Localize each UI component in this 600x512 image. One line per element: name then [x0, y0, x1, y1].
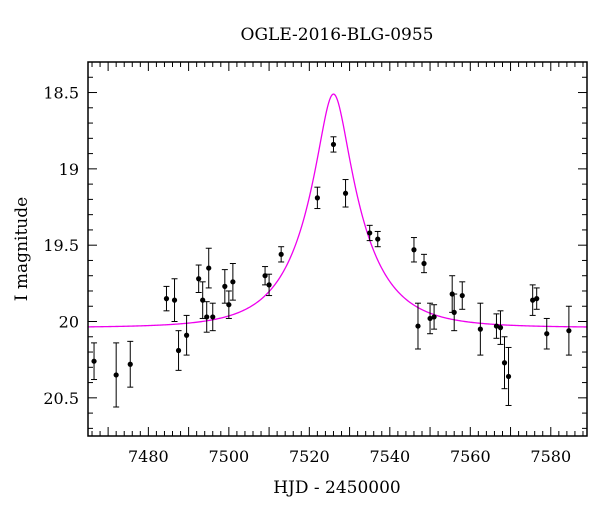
x-tick-label: 7480 [128, 447, 169, 466]
data-point [410, 237, 417, 263]
data-point [459, 281, 466, 310]
y-tick-label: 20 [59, 313, 79, 332]
point-marker [330, 141, 337, 148]
data-point [505, 346, 512, 406]
point-marker [505, 373, 512, 380]
point-marker [266, 282, 272, 288]
point-marker [183, 332, 190, 338]
data-point [278, 246, 285, 263]
data-point [565, 305, 572, 356]
point-marker [230, 279, 236, 285]
data-point [533, 287, 540, 310]
data-point [314, 186, 321, 210]
data-point [262, 266, 269, 286]
data-point [342, 179, 349, 208]
y-axis-label: I magnitude [12, 197, 32, 301]
point-marker [493, 323, 500, 329]
point-marker [367, 230, 373, 236]
point-marker [431, 314, 437, 320]
data-point [414, 302, 421, 350]
y-tick-label: 20.5 [43, 389, 79, 408]
data-point [366, 224, 373, 242]
x-tick-label: 7520 [289, 447, 330, 466]
data-points-layer [91, 136, 572, 408]
data-point [477, 302, 484, 356]
model-curve-layer [87, 93, 588, 328]
data-point [330, 136, 337, 153]
data-point [451, 293, 458, 332]
data-point [209, 302, 216, 332]
point-marker [534, 296, 540, 302]
point-marker [530, 297, 536, 303]
point-marker [314, 195, 320, 201]
data-point [221, 269, 228, 304]
chart-title: OGLE-2016-BLG-0955 [241, 25, 434, 45]
data-point [225, 290, 232, 319]
data-point [374, 230, 381, 248]
data-point [266, 273, 273, 297]
point-marker [411, 247, 417, 253]
point-marker [163, 296, 170, 302]
axis-tick-labels: 7480 7500 7520 7540 7560 7580 18.5 19 19.5 20 20.5 [43, 84, 571, 466]
data-point [171, 278, 178, 323]
point-marker [477, 326, 483, 332]
data-point [163, 285, 170, 312]
data-point [497, 310, 504, 345]
data-point [529, 284, 536, 316]
point-marker [196, 276, 202, 282]
data-point [427, 302, 434, 335]
axis-ticks [88, 61, 587, 436]
data-point [91, 342, 98, 381]
point-marker [451, 309, 457, 315]
point-marker [501, 360, 508, 366]
data-point [195, 264, 202, 294]
data-point [543, 317, 550, 350]
model-curve [87, 93, 588, 328]
point-marker [375, 236, 381, 242]
data-point [501, 336, 508, 390]
point-marker [222, 283, 228, 289]
data-point [493, 313, 500, 339]
x-axis-label: HJD - 2450000 [273, 478, 401, 498]
point-marker [459, 292, 465, 299]
point-marker [421, 260, 427, 267]
point-marker [171, 297, 178, 303]
plot-frame [87, 61, 588, 437]
point-marker [91, 358, 97, 364]
data-point [431, 304, 438, 330]
point-marker [497, 325, 504, 331]
point-marker [427, 315, 433, 322]
data-point [127, 340, 134, 388]
point-marker [226, 302, 232, 308]
data-point [229, 263, 236, 301]
data-point [203, 301, 210, 333]
y-tick-label: 18.5 [43, 84, 79, 103]
point-marker [342, 190, 349, 196]
point-marker [175, 347, 182, 354]
data-point [421, 253, 428, 274]
point-marker [127, 361, 133, 367]
x-tick-label: 7540 [369, 447, 410, 466]
data-point [113, 342, 120, 408]
point-marker [415, 323, 421, 329]
data-point [205, 247, 212, 289]
point-marker [210, 314, 216, 320]
data-point [199, 281, 206, 319]
point-marker [566, 328, 572, 334]
point-marker [113, 372, 119, 378]
point-marker [544, 331, 550, 337]
x-tick-label: 7560 [450, 447, 491, 466]
point-marker [206, 265, 212, 271]
point-marker [204, 314, 210, 320]
point-marker [278, 251, 284, 257]
y-tick-label: 19 [59, 160, 79, 179]
y-tick-label: 19.5 [43, 236, 79, 255]
x-tick-label: 7580 [530, 447, 571, 466]
x-tick-label: 7500 [208, 447, 249, 466]
data-point [175, 330, 182, 371]
data-point [183, 314, 190, 356]
